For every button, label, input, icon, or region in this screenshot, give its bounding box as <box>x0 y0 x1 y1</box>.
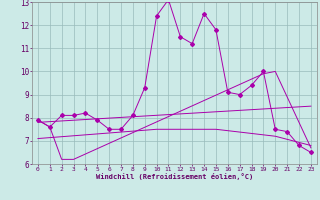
X-axis label: Windchill (Refroidissement éolien,°C): Windchill (Refroidissement éolien,°C) <box>96 173 253 180</box>
